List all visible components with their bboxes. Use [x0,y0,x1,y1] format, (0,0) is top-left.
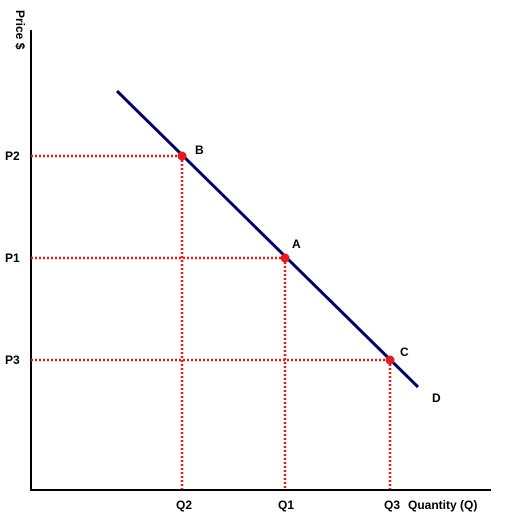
price-label: P2 [5,149,20,163]
point [177,151,187,161]
curve-label: D [432,391,441,405]
x-axis-label: Quantity (Q) [408,498,477,512]
price-label: P3 [5,353,20,367]
quantity-label: Q1 [278,498,294,512]
point-label: B [195,143,204,157]
point-label: C [400,345,409,359]
y-axis-label: Price $ [13,10,27,50]
quantity-label: Q2 [176,498,192,512]
point [385,355,395,365]
quantity-label: Q3 [384,498,400,512]
point-label: A [292,237,301,251]
price-label: P1 [5,251,20,265]
demand-curve [115,89,420,389]
point [280,253,290,263]
